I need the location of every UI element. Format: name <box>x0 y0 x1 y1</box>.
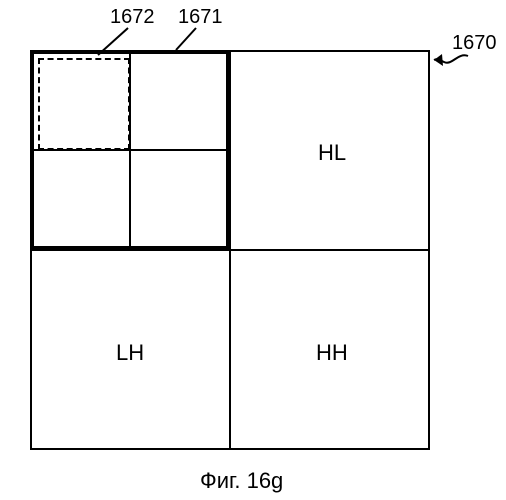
label-HL: HL <box>318 140 346 166</box>
label-LH: LH <box>116 340 144 366</box>
figure-stage: 1672 1671 1670 HL LH HH Фиг. 16g <box>0 0 506 500</box>
dashed-square-1672 <box>38 58 130 150</box>
label-HH: HH <box>316 340 348 366</box>
figure-caption: Фиг. 16g <box>200 468 283 494</box>
